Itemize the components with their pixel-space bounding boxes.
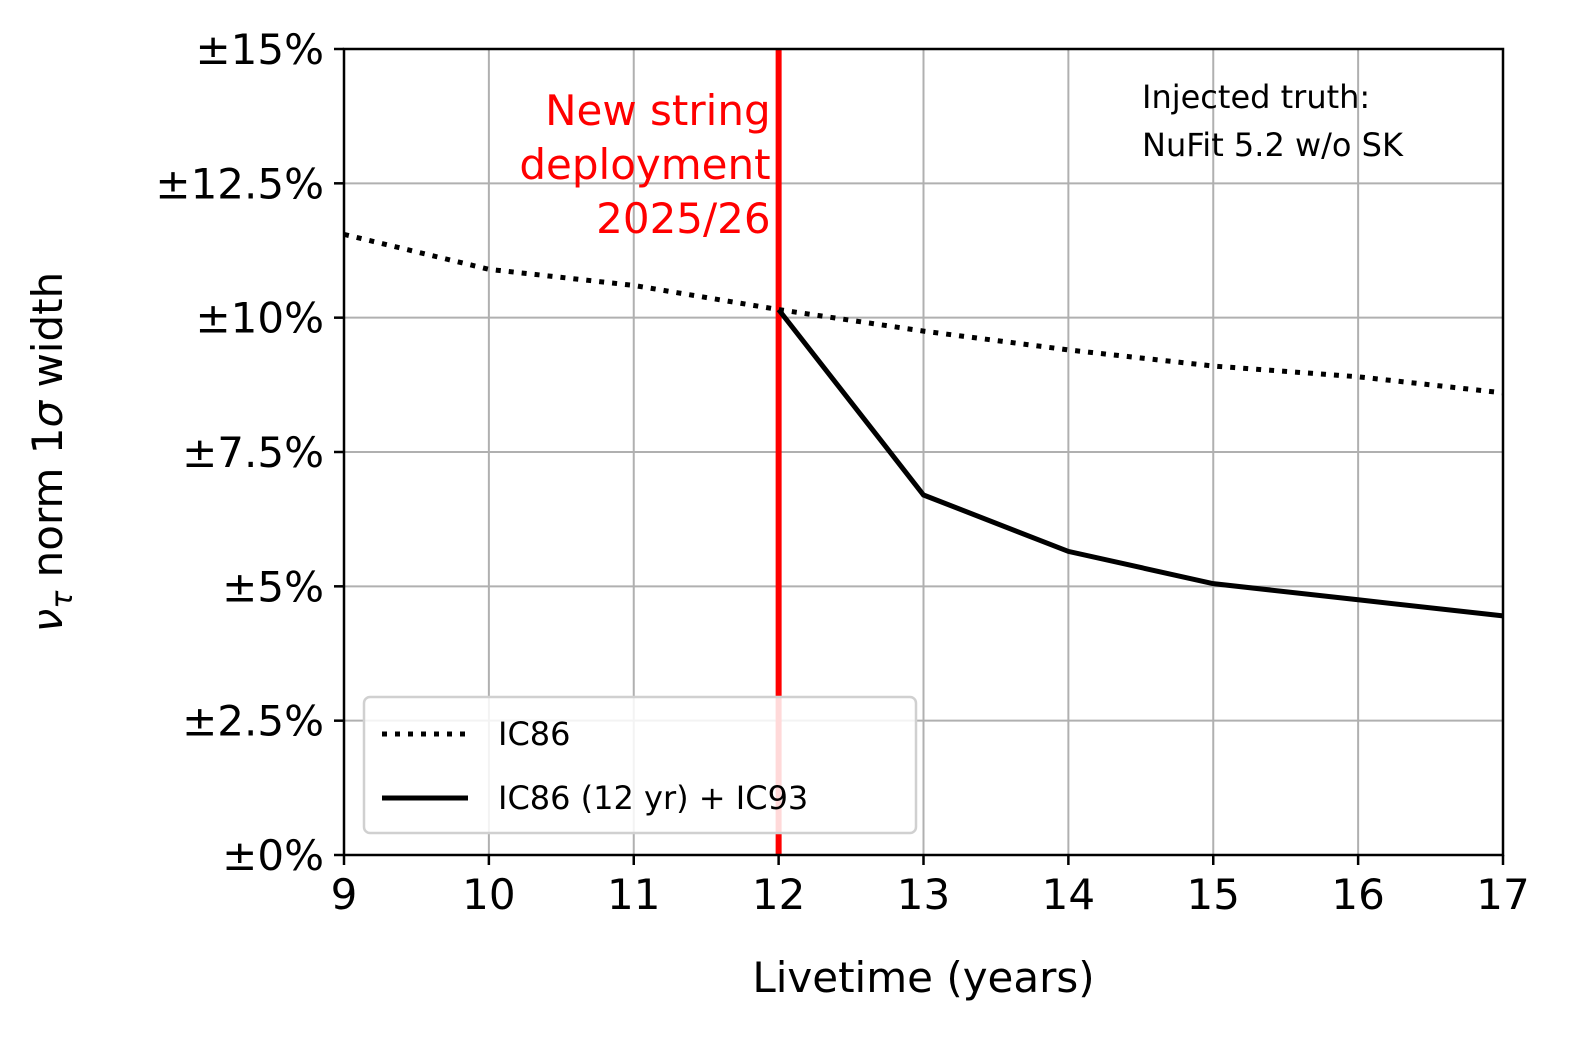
y-axis-label: ντ norm 1σ width — [23, 272, 80, 632]
vertical-marker-label-line-1: New string — [545, 86, 771, 135]
legend-label-ic86: IC86 — [498, 715, 571, 753]
y-tick-label: ±0% — [222, 831, 324, 880]
y-tick-label: ±2.5% — [182, 697, 324, 746]
x-tick-label: 10 — [462, 870, 515, 919]
y-tick-label: ±12.5% — [155, 159, 324, 208]
x-tick-label: 17 — [1476, 870, 1529, 919]
x-tick-label: 12 — [752, 870, 805, 919]
axis-ticks: 9 10 11 12 13 14 15 16 17 ±0% ±2.5% ±5% ±7.5% ±10% ±12… — [155, 25, 1529, 919]
annotation-line-2: NuFit 5.2 w/o SK — [1142, 126, 1404, 164]
x-tick-label: 16 — [1331, 870, 1384, 919]
x-tick-label: 14 — [1042, 870, 1095, 919]
series-lines — [343, 231, 1504, 619]
series-line — [343, 231, 1504, 396]
y-axis-label-subscript: τ — [45, 590, 80, 609]
vertical-marker-label-line-2: deployment — [519, 140, 770, 189]
series-line — [776, 308, 1504, 619]
x-tick-label: 15 — [1187, 870, 1240, 919]
y-axis-label-end: width — [23, 272, 72, 401]
legend: IC86 IC86 (12 yr) + IC93 — [362, 695, 918, 835]
y-axis-label-text: norm 1 — [23, 428, 72, 591]
y-tick-label: ±10% — [195, 294, 324, 343]
y-tick-label: ±7.5% — [182, 428, 324, 477]
x-tick-label: 9 — [331, 870, 358, 919]
annotation-line-1: Injected truth: — [1142, 78, 1370, 116]
vertical-marker-label: New string deployment 2025/26 — [519, 86, 770, 243]
y-tick-label: ±5% — [222, 562, 324, 611]
y-tick-label: ±15% — [195, 25, 324, 74]
vertical-marker-label-line-3: 2025/26 — [596, 194, 770, 243]
y-axis-label-nu: ν — [23, 609, 72, 632]
x-axis-label: Livetime (years) — [752, 953, 1094, 1002]
y-axis-label-sigma: σ — [23, 400, 72, 428]
legend-box — [362, 695, 918, 835]
x-tick-label: 11 — [607, 870, 660, 919]
legend-label-ic86-ic93: IC86 (12 yr) + IC93 — [498, 779, 808, 817]
injected-truth-annotation: Injected truth: NuFit 5.2 w/o SK — [1142, 78, 1404, 164]
x-tick-label: 13 — [897, 870, 950, 919]
